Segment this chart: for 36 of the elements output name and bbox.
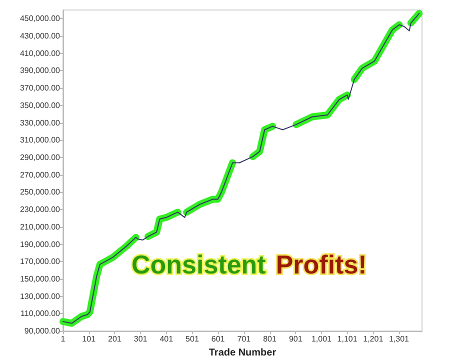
- x-tick-label: 601: [211, 334, 226, 344]
- y-tick-label: 150,000.00: [20, 274, 61, 284]
- y-tick-label: 250,000.00: [20, 188, 61, 197]
- y-tick-label: 130,000.00: [20, 292, 61, 301]
- y-tick-label: 170,000.00: [20, 257, 61, 266]
- x-tick-label: 1,201: [363, 334, 384, 344]
- x-tick-label: 201: [108, 334, 122, 344]
- y-tick-label: 450,000.00: [20, 14, 61, 24]
- x-tick-label: 901: [288, 334, 303, 344]
- y-tick-label: 410,000.00: [20, 48, 61, 58]
- y-tick-label: 210,000.00: [20, 222, 61, 232]
- y-tick-label: 430,000.00: [20, 32, 61, 41]
- x-tick-label: 801: [263, 334, 277, 344]
- y-tick-label: 230,000.00: [20, 205, 61, 214]
- y-tick-label: 310,000.00: [20, 136, 61, 145]
- x-tick-label: 1,001: [311, 334, 332, 344]
- x-tick-label: 1: [60, 334, 66, 344]
- x-tick-label: 1,301: [388, 334, 410, 344]
- x-tick-label: 701: [237, 334, 252, 344]
- y-tick-label: 90,000.00: [24, 326, 61, 336]
- line-series: [62, 12, 420, 324]
- y-tick-label: 110,000.00: [20, 309, 61, 318]
- y-tick-label: 190,000.00: [20, 240, 61, 249]
- y-tick-label: 270,000.00: [20, 170, 61, 180]
- x-tick-label: 501: [186, 334, 200, 344]
- x-tick-label: 1,101: [337, 334, 358, 344]
- x-tick-label: 401: [160, 334, 174, 344]
- x-tick-label: 101: [82, 334, 96, 344]
- y-tick-label: 350,000.00: [20, 100, 61, 110]
- annotation: Consistent Profits!: [132, 250, 367, 280]
- y-tick-label: 390,000.00: [20, 66, 61, 76]
- y-tick-label: 370,000.00: [20, 84, 61, 93]
- y-tick-label: 330,000.00: [20, 118, 61, 128]
- x-tick-label: 301: [134, 334, 148, 344]
- x-axis-title: Trade Number: [208, 348, 276, 358]
- y-tick-label: 290,000.00: [20, 153, 61, 162]
